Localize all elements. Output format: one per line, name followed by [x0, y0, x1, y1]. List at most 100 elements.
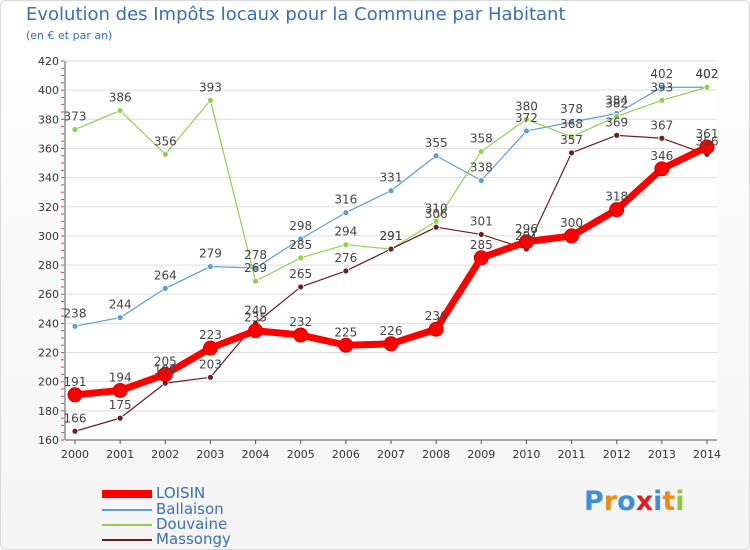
y-tick-label: 260 [38, 288, 59, 301]
x-tick-label: 2008 [422, 448, 450, 461]
data-label-douvaine: 285 [289, 238, 312, 252]
data-label-massongy: 291 [380, 229, 403, 243]
logo-letter: t [662, 486, 676, 517]
data-point-massongy [297, 283, 305, 291]
data-label-ballaison: 244 [109, 298, 132, 312]
data-point-loisin [383, 336, 399, 352]
data-label-douvaine: 294 [334, 225, 357, 239]
data-point-massongy [568, 149, 575, 157]
data-label-ballaison: 278 [244, 248, 267, 262]
data-point-massongy [387, 245, 395, 253]
x-tick-label: 2010 [512, 448, 540, 461]
x-tick-label: 2011 [558, 448, 586, 461]
data-label-ballaison: 384 [605, 93, 628, 107]
data-label-loisin: 205 [154, 354, 177, 368]
data-point-douvaine [703, 83, 711, 91]
data-label-ballaison: 316 [334, 193, 357, 207]
data-point-loisin [112, 382, 128, 398]
proxiti-logo: Proxiti [584, 486, 685, 517]
y-tick-label: 220 [38, 347, 59, 360]
logo-letter: o [617, 486, 636, 517]
data-label-loisin: 194 [109, 370, 132, 384]
x-tick-label: 2013 [648, 448, 676, 461]
data-label-loisin: 318 [605, 190, 628, 204]
x-tick-label: 2000 [61, 448, 89, 461]
data-point-douvaine [523, 115, 530, 123]
x-tick-label: 2005 [287, 448, 315, 461]
data-point-ballaison [523, 127, 530, 135]
data-label-douvaine: 291 [380, 229, 403, 243]
legend-swatch-massongy [102, 539, 152, 541]
data-point-massongy [477, 231, 485, 238]
data-label-ballaison: 378 [560, 102, 583, 116]
data-point-ballaison [568, 118, 575, 126]
data-label-loisin: 236 [425, 309, 448, 323]
data-point-loisin [202, 340, 218, 356]
data-label-douvaine: 358 [470, 131, 493, 145]
x-tick-label: 2009 [467, 448, 495, 461]
data-label-ballaison: 338 [470, 161, 493, 175]
data-point-massongy [207, 373, 214, 381]
data-label-ballaison: 402 [650, 67, 673, 81]
x-tick-label: 2002 [151, 448, 179, 461]
data-label-massongy: 369 [605, 115, 628, 129]
x-tick-label: 2004 [242, 448, 270, 461]
data-label-ballaison: 331 [380, 171, 403, 185]
data-point-douvaine [252, 277, 259, 285]
y-tick-label: 200 [38, 376, 59, 389]
data-point-douvaine [568, 133, 575, 141]
data-point-massongy [613, 131, 621, 139]
legend-swatch-douvaine [102, 524, 152, 526]
data-label-douvaine: 380 [515, 99, 538, 113]
y-tick-label: 320 [38, 201, 59, 214]
data-label-ballaison: 238 [64, 306, 87, 320]
y-tick-label: 160 [38, 434, 59, 447]
data-label-douvaine: 393 [650, 80, 673, 94]
data-label-loisin: 235 [244, 311, 267, 325]
data-point-ballaison [207, 263, 214, 270]
data-point-loisin [473, 250, 489, 266]
x-tick-label: 2006 [332, 448, 360, 461]
data-label-massongy: 240 [244, 303, 267, 317]
data-label-ballaison: 279 [199, 247, 222, 261]
data-label-douvaine: 356 [154, 134, 177, 148]
y-tick-label: 360 [38, 142, 59, 155]
data-point-ballaison [297, 235, 305, 243]
data-label-douvaine: 373 [64, 110, 87, 124]
data-point-ballaison [71, 322, 79, 330]
data-label-douvaine: 368 [560, 117, 583, 131]
data-point-douvaine [658, 96, 666, 104]
data-point-massongy [342, 267, 350, 275]
legend-label-douvaine: Douvaine [156, 515, 228, 533]
legend-label-loisin: LOISIN [156, 484, 206, 502]
data-point-massongy [432, 223, 440, 231]
data-point-ballaison [387, 187, 395, 195]
y-tick-label: 340 [38, 172, 59, 185]
y-tick-label: 180 [38, 405, 59, 418]
data-label-douvaine: 310 [425, 201, 448, 215]
data-point-douvaine [161, 150, 169, 158]
logo-letter: P [584, 486, 604, 517]
data-point-ballaison [116, 314, 124, 321]
data-label-massongy: 175 [109, 398, 132, 412]
y-tick-label: 400 [38, 84, 59, 97]
data-point-loisin [293, 327, 309, 343]
data-label-ballaison: 355 [425, 136, 448, 150]
data-label-ballaison: 298 [289, 219, 312, 233]
y-tick-label: 240 [38, 317, 59, 330]
data-label-massongy: 265 [289, 267, 312, 281]
data-point-loisin [699, 139, 715, 155]
y-tick-label: 420 [38, 55, 59, 68]
data-label-douvaine: 402 [696, 67, 719, 81]
data-point-massongy [71, 427, 79, 435]
x-tick-label: 2007 [377, 448, 405, 461]
data-point-ballaison [342, 209, 350, 217]
x-tick-label: 2014 [693, 448, 721, 461]
data-label-douvaine: 269 [244, 261, 267, 275]
data-point-loisin [654, 161, 670, 177]
data-point-loisin [157, 366, 173, 382]
legend-swatch-ballaison [102, 509, 152, 511]
data-label-loisin: 225 [334, 325, 357, 339]
data-point-loisin [564, 228, 580, 244]
data-label-massongy: 306 [425, 207, 448, 221]
